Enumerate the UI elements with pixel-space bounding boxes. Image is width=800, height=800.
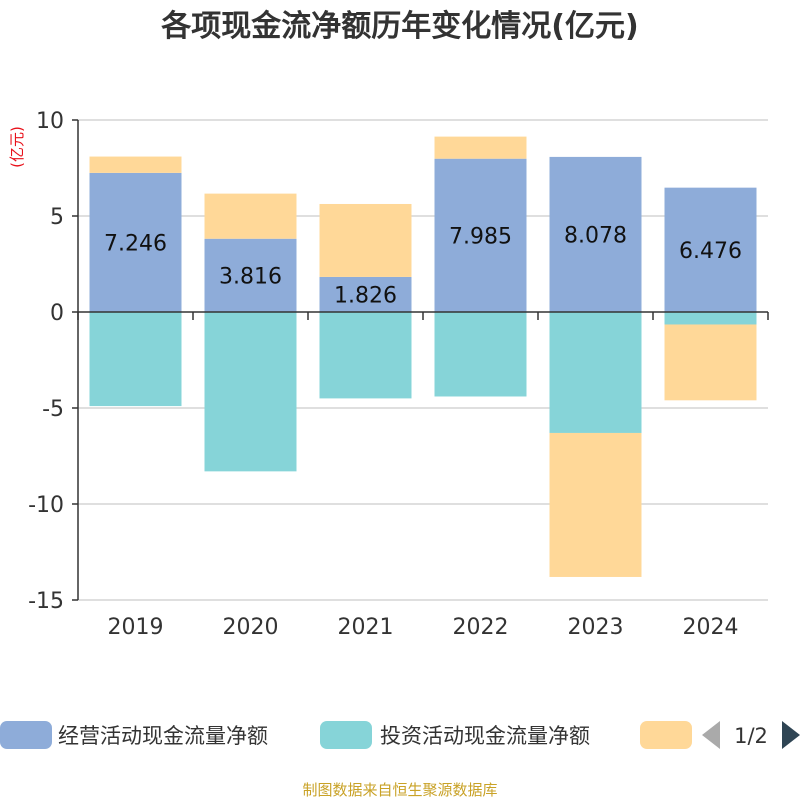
x-tick-label: 2022 — [453, 615, 509, 640]
legend: 经营活动现金流量净额 投资活动现金流量净额 1/2 — [0, 721, 800, 749]
x-tick-label: 2019 — [108, 615, 164, 640]
y-tick-label: -5 — [42, 397, 64, 422]
bar-series-1-2021 — [319, 276, 412, 312]
data-label-2019: 7.246 — [104, 231, 167, 256]
legend-prev-icon[interactable] — [702, 721, 720, 749]
x-tick-label: 2023 — [568, 615, 624, 640]
data-label-2023: 8.078 — [564, 223, 627, 248]
bar-series-2-2024 — [664, 312, 757, 325]
x-tick-label: 2024 — [683, 615, 739, 640]
bar-series-2-2020 — [204, 312, 297, 472]
source-note: 制图数据来自恒生聚源数据库 — [302, 781, 497, 799]
bar-series-3-2021 — [319, 203, 412, 277]
legend-label-2[interactable]: 投资活动现金流量净额 — [380, 724, 590, 748]
y-tick-label: 0 — [50, 301, 64, 326]
bar-series-1-2020 — [204, 238, 297, 312]
bar-series-2-2021 — [319, 312, 412, 399]
bars — [89, 136, 757, 577]
y-tick-label: -15 — [28, 589, 64, 614]
y-tick-label: 5 — [50, 205, 64, 230]
data-label-2020: 3.816 — [219, 264, 282, 289]
bar-series-3-2020 — [204, 193, 297, 239]
y-tick-label: -10 — [28, 493, 64, 518]
legend-swatch-1[interactable] — [0, 721, 52, 749]
data-label-2021: 1.826 — [334, 283, 397, 308]
bar-series-1-2023 — [549, 156, 642, 312]
legend-swatch-2[interactable] — [320, 721, 372, 749]
data-label-2024: 6.476 — [679, 239, 742, 264]
data-labels: 7.246 3.816 1.826 7.985 8.078 6.476 — [104, 223, 742, 308]
bar-series-1-2024 — [664, 187, 757, 312]
x-tick-label: 2021 — [338, 615, 394, 640]
x-tick-label: 2020 — [223, 615, 279, 640]
legend-next-icon[interactable] — [782, 721, 800, 749]
bar-series-3-2022 — [434, 136, 527, 159]
y-axis-label: (亿元) — [8, 126, 26, 168]
chart-title: 各项现金流净额历年变化情况(亿元) — [160, 9, 638, 44]
bar-series-3-2024 — [664, 324, 757, 401]
legend-swatch-3[interactable] — [640, 721, 692, 749]
axes: 10 5 0 -5 -10 -15 2019 2020 2021 2022 2023 2024 — [28, 109, 769, 640]
bar-series-1-2022 — [434, 158, 527, 312]
bar-series-3-2019 — [89, 156, 182, 173]
data-label-2022: 7.985 — [449, 224, 512, 249]
legend-label-1[interactable]: 经营活动现金流量净额 — [58, 724, 268, 748]
legend-page-indicator: 1/2 — [734, 724, 768, 748]
bar-series-3-2023 — [549, 432, 642, 577]
bar-series-2-2023 — [549, 312, 642, 433]
grid — [78, 119, 768, 601]
bar-series-2-2019 — [89, 312, 182, 407]
bar-series-1-2019 — [89, 172, 182, 312]
y-tick-label: 10 — [36, 109, 64, 134]
bar-series-2-2022 — [434, 312, 527, 397]
